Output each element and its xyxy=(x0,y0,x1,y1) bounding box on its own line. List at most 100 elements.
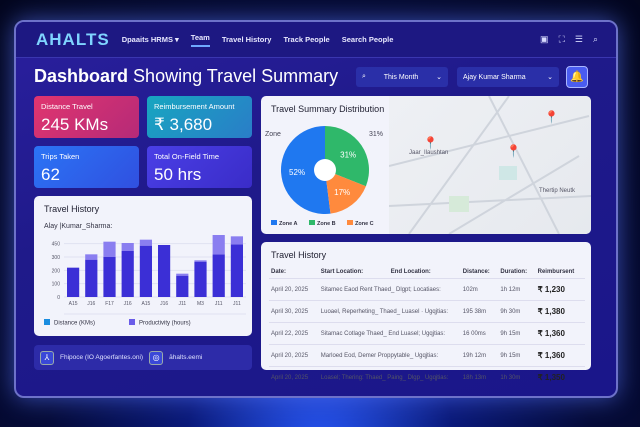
pie-slice-zone-c[interactable] xyxy=(325,170,366,214)
table-cell: April 20, 2025 xyxy=(269,278,319,301)
network-icon: ⅄ xyxy=(40,350,54,365)
pie-data-label: 31% xyxy=(340,150,356,159)
globe-icon: ◎ xyxy=(149,350,164,365)
column-header[interactable]: Start Location: xyxy=(320,269,364,275)
bar-distance[interactable] xyxy=(230,244,243,297)
table-row[interactable]: April 20, 2025 Loasel; Thering: Thaed_ Pa… xyxy=(269,366,585,388)
legend-swatch xyxy=(44,319,50,325)
bar-distance[interactable] xyxy=(103,257,116,297)
column-header[interactable]: End Location: xyxy=(390,269,431,275)
legend-swatch xyxy=(347,220,353,225)
search-icon[interactable]: ⌕ xyxy=(592,34,598,44)
bar-productivity[interactable] xyxy=(230,236,243,245)
y-tick-label: 0 xyxy=(57,295,60,301)
x-tick-label: F17 xyxy=(105,301,114,307)
y-tick-label: 450 xyxy=(52,242,61,248)
screen-icon[interactable]: ▣ xyxy=(540,34,549,44)
table-cell: 1h 30m xyxy=(498,366,536,388)
chevron-down-icon: ⌄ xyxy=(547,74,553,81)
employee-select[interactable]: Ajay Kumar Sharma ⌄ xyxy=(457,67,559,87)
notification-bell-icon[interactable]: 🔔 xyxy=(566,66,588,88)
table-cell: 19h 12m xyxy=(460,344,499,367)
bar-productivity[interactable] xyxy=(103,241,116,257)
travel-history-chart-card: Travel History Alay |Kumar_Sharma: 0 100 2… xyxy=(34,196,252,336)
pie-slice-zone-b[interactable] xyxy=(325,126,369,187)
map-pin-icon[interactable]: 📍 xyxy=(506,144,521,158)
map-label: Thertip Neutk xyxy=(539,188,576,194)
bar-distance[interactable] xyxy=(121,251,134,297)
x-tick-label: J11 xyxy=(233,301,241,307)
map-label: Jaar_Ilaushtan xyxy=(409,150,449,156)
chart-title: Travel History xyxy=(44,204,100,214)
bar-chart: 0 100 200 300 450 A15 J16 F17 J16 A15 J16 J11 M3 J11 J… xyxy=(44,235,246,327)
column-header[interactable]: Duration: xyxy=(500,269,528,275)
scan-icon[interactable]: ⛶ xyxy=(558,34,565,44)
map-pin-icon[interactable]: 📍 xyxy=(544,110,559,124)
table-row[interactable]: April 20, 2025 Marloed Eod, Demer Proppyt… xyxy=(269,344,585,367)
table-cell: 102m xyxy=(460,278,499,301)
x-tick-label: J11 xyxy=(215,301,223,307)
period-select[interactable]: ⌕ This Month ⌄ xyxy=(356,67,448,87)
y-tick-label: 100 xyxy=(52,282,61,288)
map-roads xyxy=(389,96,591,234)
footer-left-text[interactable]: Fhipoce (IO Agoerfantes.oni) xyxy=(60,354,144,361)
pie-data-label: 52% xyxy=(289,168,305,177)
x-tick-label: M3 xyxy=(197,301,204,307)
bar-distance[interactable] xyxy=(67,267,80,297)
table-row[interactable]: April 20, 2025 Sitamec Eaod Rent Thaed_ D… xyxy=(269,278,585,301)
nav-team[interactable]: Team xyxy=(190,33,210,47)
bar-productivity[interactable] xyxy=(176,273,189,276)
bar-distance[interactable] xyxy=(176,275,189,297)
bar-distance[interactable] xyxy=(85,259,98,297)
table-cell: ₹ 1,230 xyxy=(535,278,585,301)
table-cell: April 22, 2025 xyxy=(269,322,319,345)
nav-travel-history[interactable]: Travel History xyxy=(221,35,272,44)
travel-history-table-card: Travel History Date: Start Location: End L… xyxy=(261,242,591,388)
stat-reimbursement: Reimbursement Amount ₹ 3,680 xyxy=(147,96,252,138)
bar-distance[interactable] xyxy=(194,261,207,297)
table-row[interactable]: April 22, 2025 Sitamac Cotlage Thaed_ End… xyxy=(269,322,585,345)
map-view[interactable]: 📍 📍 📍 Jaar_Ilaushtan Thertip Neutk xyxy=(389,96,591,234)
bar-productivity[interactable] xyxy=(139,239,152,246)
top-nav: AHALTS Dpaaits HRMS ▾ Team Travel Histor… xyxy=(16,22,616,58)
pie-slice-zone-a[interactable] xyxy=(281,126,331,214)
map-pin-icon[interactable]: 📍 xyxy=(423,136,438,150)
bar-distance[interactable] xyxy=(212,254,225,297)
table-cell: 16 00ms xyxy=(460,322,499,345)
legend-label: Productivity (hours) xyxy=(139,321,191,327)
column-header[interactable]: Date: xyxy=(271,269,287,275)
stat-label: Total On-Field Time xyxy=(154,152,220,161)
table-cell: April 30, 2025 xyxy=(269,300,319,323)
nav-track-people[interactable]: Track People xyxy=(283,35,330,44)
nav-hrms[interactable]: Dpaaits HRMS ▾ xyxy=(121,35,179,44)
column-header[interactable]: Reimbursent xyxy=(537,269,575,275)
table-cell: 18h 13m xyxy=(460,366,499,388)
table-cell: Sitamac Cotlage Thaed_ End Luasel; Ugqjt… xyxy=(318,322,461,345)
bar-productivity[interactable] xyxy=(212,235,225,255)
stat-value: 62 xyxy=(41,165,60,184)
bar-distance[interactable] xyxy=(139,245,152,297)
column-header[interactable]: Distance: xyxy=(462,269,490,275)
stat-value: 50 hrs xyxy=(154,165,202,184)
list-icon[interactable]: ☰ xyxy=(574,34,583,44)
pie-data-label: 17% xyxy=(334,188,350,197)
footer-right-text[interactable]: āhalts.eemi xyxy=(169,354,203,361)
stat-label: Reimbursement Amount xyxy=(154,102,235,111)
x-tick-label: A15 xyxy=(141,301,150,307)
bar-distance[interactable] xyxy=(158,245,171,297)
table-cell: ₹ 1,360 xyxy=(535,322,585,345)
bar-productivity[interactable] xyxy=(194,260,207,262)
bar-productivity[interactable] xyxy=(121,243,134,251)
y-tick-label: 200 xyxy=(52,268,61,274)
bar-productivity[interactable] xyxy=(85,254,98,260)
table-cell: 1h 12m xyxy=(498,278,536,301)
x-tick-label: J16 xyxy=(160,301,168,307)
table-row[interactable]: April 30, 2025 Luoael, Reperheting_ Thaed… xyxy=(269,300,585,323)
legend-label: Zone C xyxy=(355,221,374,227)
x-tick-label: J11 xyxy=(178,301,186,307)
table-cell: 195 38m xyxy=(460,300,499,323)
nav-search-people[interactable]: Search People xyxy=(341,35,394,44)
stat-label: Trips Taken xyxy=(41,152,80,161)
page-title: Dashboard Showing Travel Summary xyxy=(34,66,339,86)
pie-annotation: 31% xyxy=(369,131,383,138)
